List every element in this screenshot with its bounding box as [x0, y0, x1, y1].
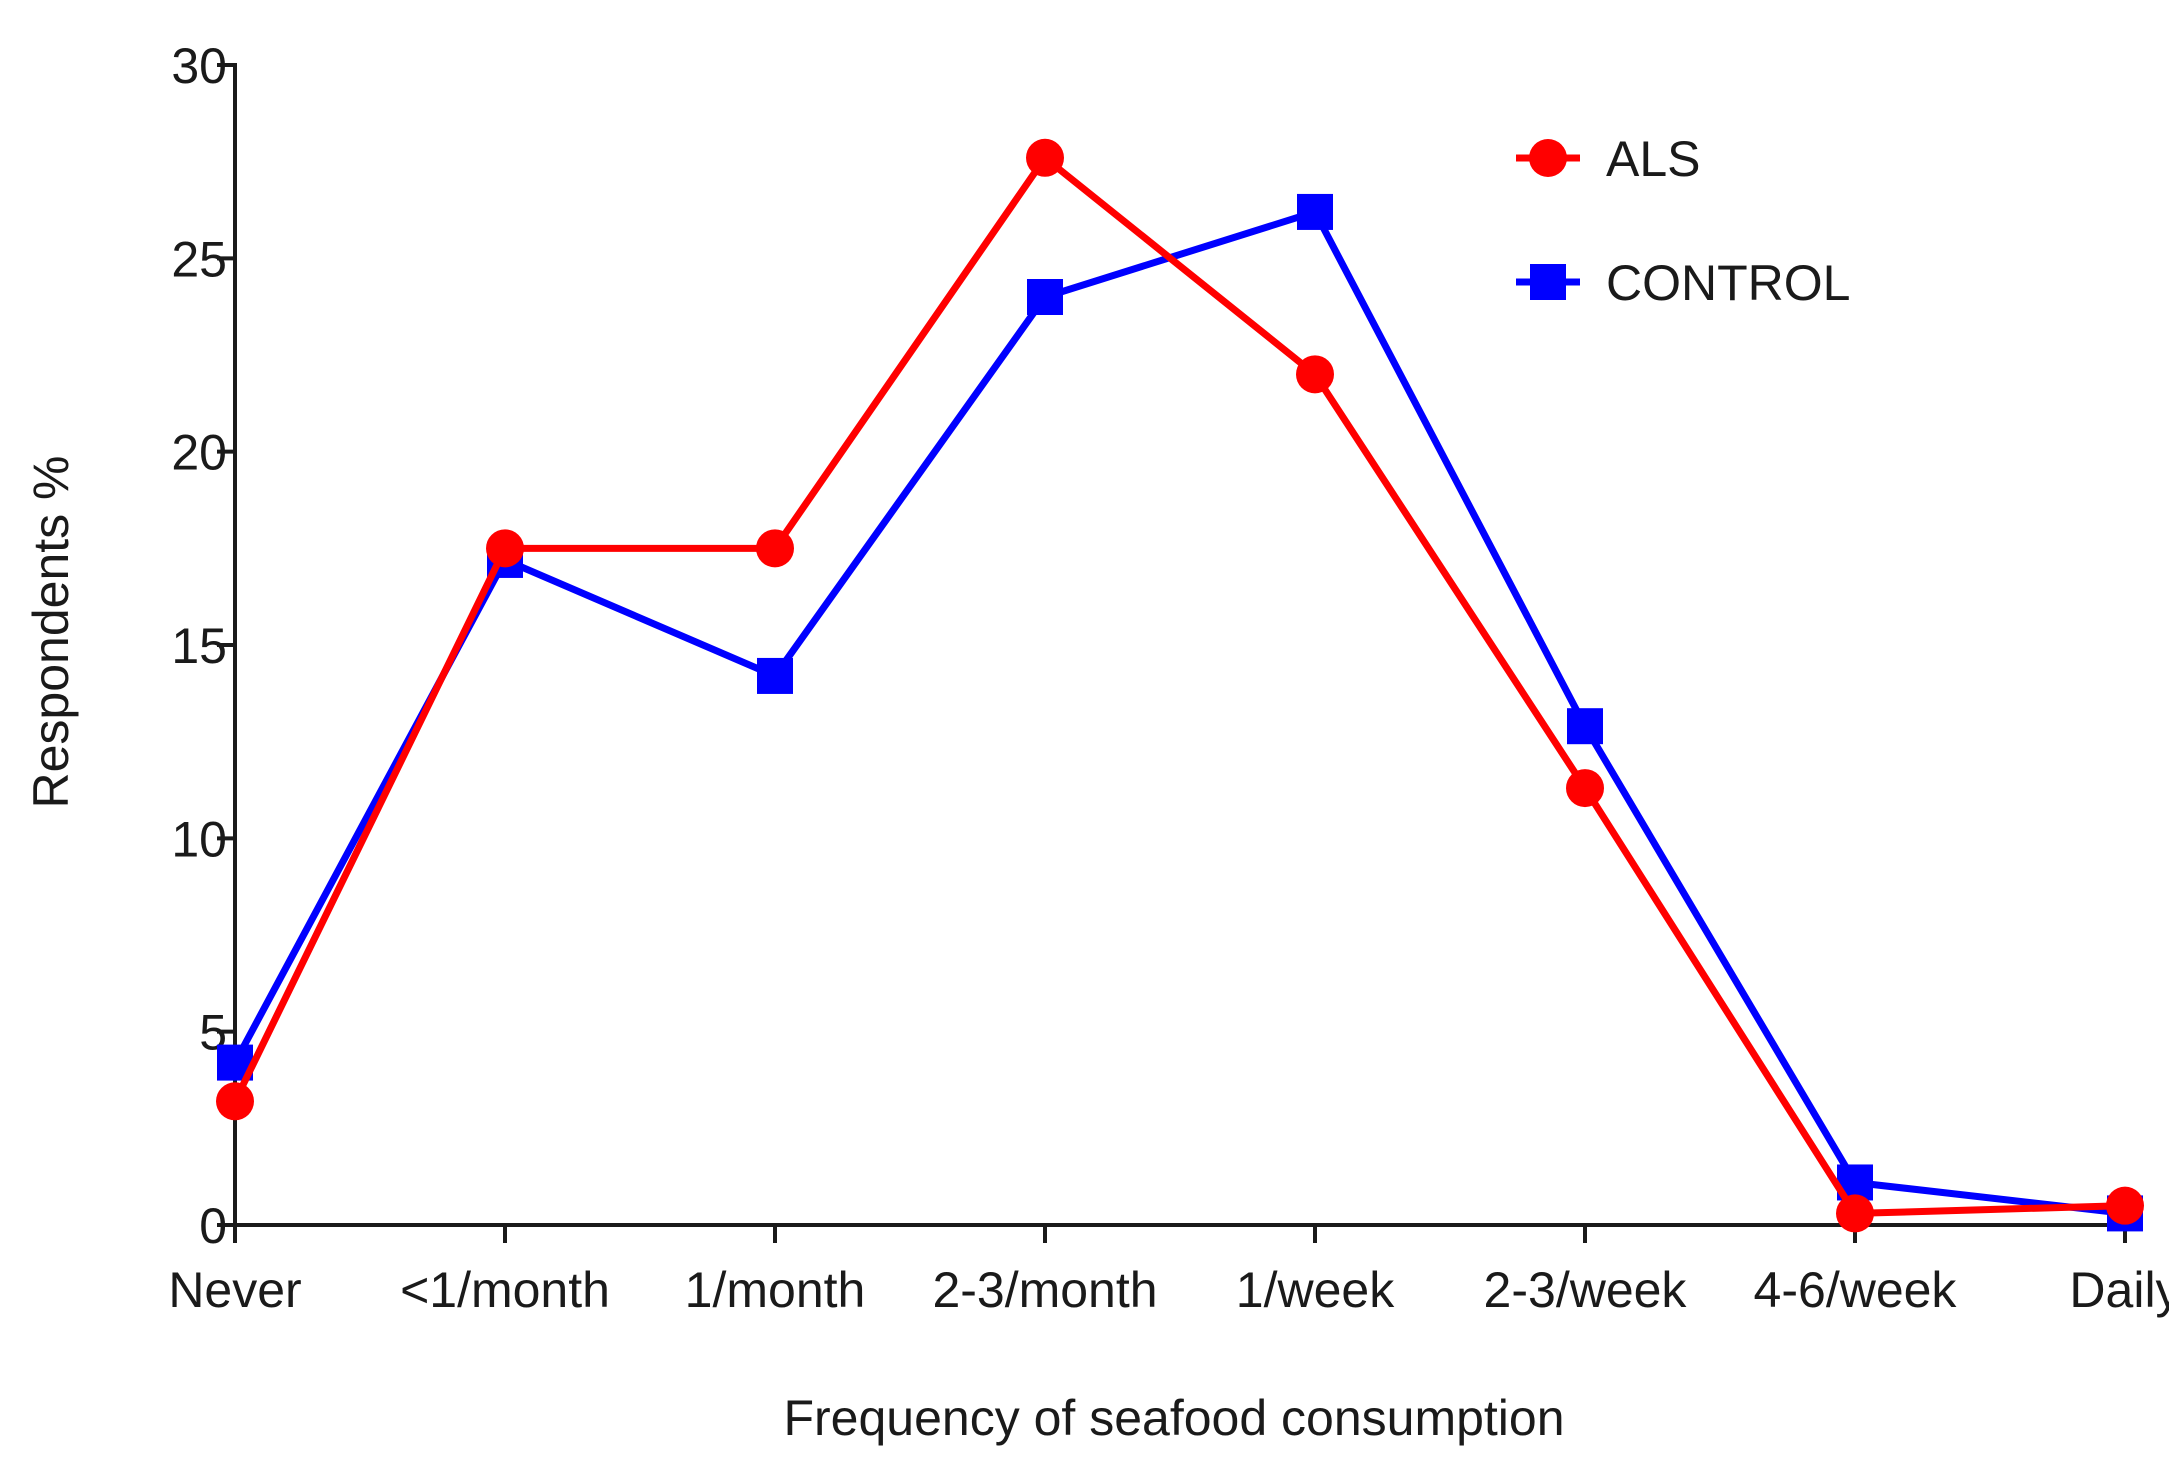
x-axis-title: Frequency of seafood consumption	[783, 1390, 1564, 1446]
x-ticks: Never <1/month 1/month 2-3/month 1/week 2-3/w…	[168, 1225, 2169, 1318]
legend-item-control: CONTROL	[1516, 255, 1850, 311]
data-point-als	[1836, 1194, 1874, 1233]
legend-item-als: ALS	[1516, 131, 1701, 187]
x-tick-label: Daily	[2069, 1262, 2169, 1318]
data-point-control	[1297, 193, 1333, 230]
data-point-control	[1567, 708, 1603, 745]
series-layer	[216, 138, 2144, 1233]
series-control	[217, 193, 2143, 1232]
x-tick-label: 1/week	[1236, 1262, 1395, 1318]
legend-label: ALS	[1606, 131, 1701, 187]
x-tick-label: 4-6/week	[1754, 1262, 1958, 1318]
data-point-als	[216, 1082, 254, 1121]
data-point-als	[1566, 769, 1604, 808]
data-point-als	[1026, 138, 1064, 177]
y-tick-label: 0	[199, 1198, 227, 1254]
series-als	[216, 138, 2144, 1233]
legend-marker-circle	[1529, 139, 1567, 177]
y-tick-label: 10	[171, 811, 227, 867]
x-tick-label: <1/month	[400, 1262, 610, 1318]
x-tick-label: 2-3/week	[1484, 1262, 1688, 1318]
x-tick-label: 1/month	[685, 1262, 866, 1318]
y-tick-label: 20	[171, 425, 227, 481]
data-point-als	[2106, 1186, 2144, 1225]
series-line-als	[231, 154, 2126, 1217]
legend: ALS CONTROL	[1516, 131, 1850, 311]
x-tick-label: Never	[168, 1262, 301, 1318]
legend-marker-square	[1530, 264, 1566, 300]
legend-label: CONTROL	[1606, 255, 1850, 311]
data-point-als	[486, 529, 524, 568]
y-tick-label: 30	[171, 38, 227, 94]
y-axis-title: Respondents %	[23, 455, 79, 808]
series-line-control	[231, 208, 2126, 1217]
y-tick-label: 25	[171, 231, 227, 287]
y-tick-label: 15	[171, 618, 227, 674]
data-point-als	[756, 529, 794, 568]
data-point-als	[1296, 355, 1334, 394]
x-tick-label: 2-3/month	[932, 1262, 1157, 1318]
data-point-control	[1027, 279, 1063, 315]
data-point-control	[757, 657, 793, 694]
